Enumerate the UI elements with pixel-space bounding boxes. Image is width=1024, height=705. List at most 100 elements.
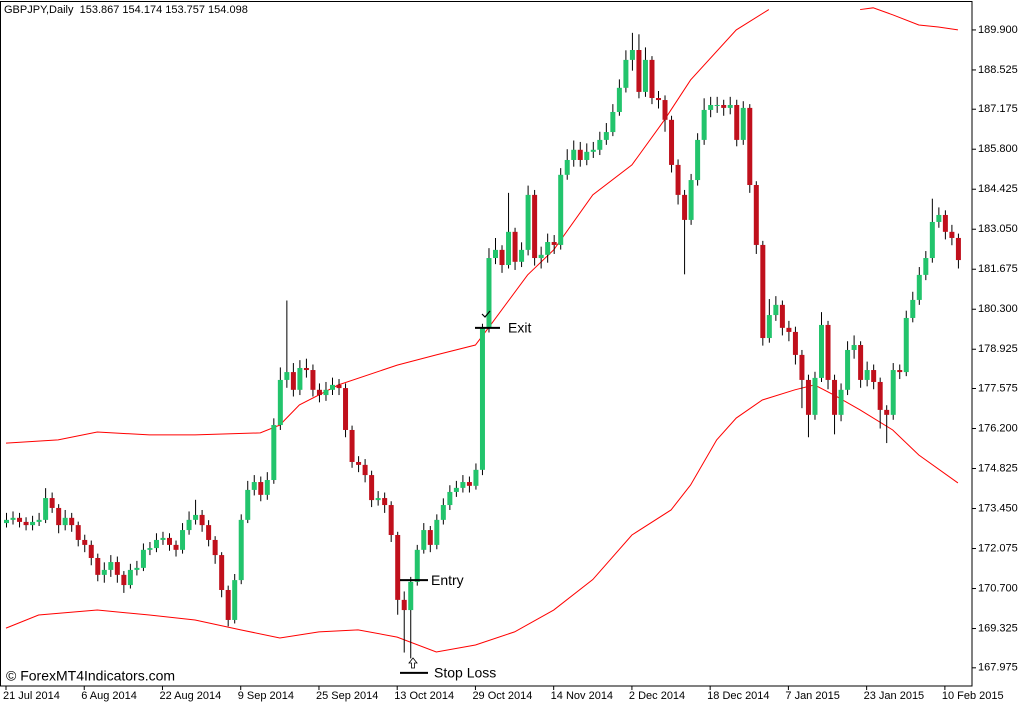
candle-body <box>786 327 792 332</box>
band-line <box>5 7 958 444</box>
x-tick-label: 7 Jan 2015 <box>785 690 839 702</box>
candle-body <box>629 50 635 60</box>
candle-body <box>871 370 877 382</box>
candle-body <box>479 327 485 470</box>
candle-body <box>636 50 642 92</box>
x-tick-label: 2 Dec 2014 <box>629 690 685 702</box>
candle-body <box>623 59 629 88</box>
candle-body <box>773 304 779 316</box>
candle-body <box>838 389 844 415</box>
candle-body <box>349 429 355 462</box>
candle-body <box>936 214 942 222</box>
candle-body <box>545 242 551 255</box>
candle-body <box>36 519 42 522</box>
candle-body <box>4 519 9 524</box>
candle-body <box>890 370 896 415</box>
candle-body <box>245 489 251 520</box>
stop-arrow-icon <box>408 657 418 669</box>
annotation-label: Stop Loss <box>434 665 496 681</box>
y-tick-label: 187.175 <box>978 103 1018 115</box>
candle-body <box>330 384 335 390</box>
candle-body <box>695 139 701 181</box>
candle-body <box>153 539 159 549</box>
candle-body <box>440 505 446 520</box>
candle-body <box>414 549 420 582</box>
y-tick-label: 167.975 <box>978 662 1018 674</box>
candle-body <box>949 231 955 238</box>
candle-body <box>356 461 362 465</box>
candle-body <box>212 539 218 556</box>
candle-body <box>564 159 570 175</box>
candle-body <box>923 258 929 275</box>
candle-body <box>251 482 257 490</box>
annotation-label: Entry <box>431 572 464 588</box>
candle-body <box>466 482 472 486</box>
candle-body <box>303 368 309 371</box>
candle-body <box>519 249 525 262</box>
candle-body <box>421 530 427 550</box>
x-tick-label: 14 Nov 2014 <box>551 690 613 702</box>
candle-body <box>597 139 603 150</box>
candle-body <box>910 299 916 318</box>
candle-body <box>688 180 694 220</box>
candle-body <box>779 304 785 328</box>
watermark: © ForexMT4Indicators.com <box>6 668 175 684</box>
candle-body <box>708 104 714 110</box>
candle-body <box>258 482 264 495</box>
candle-body <box>108 562 114 570</box>
candle-body <box>434 519 440 545</box>
y-tick-label: 178.925 <box>978 343 1018 355</box>
candle-body <box>819 324 824 378</box>
candle-body <box>167 537 172 545</box>
candle-body <box>701 109 707 140</box>
y-tick-label: 180.300 <box>978 303 1018 315</box>
candle-body <box>766 315 772 339</box>
y-tick-label: 188.525 <box>978 64 1018 76</box>
exit-check-icon <box>481 310 491 318</box>
candle-body <box>30 521 36 526</box>
candle-body <box>558 174 564 245</box>
x-tick-label: 25 Sep 2014 <box>316 690 378 702</box>
candle-body <box>942 214 948 232</box>
candle-body <box>95 557 101 575</box>
candle-body <box>264 480 270 495</box>
candle-body <box>10 517 16 520</box>
candle-body <box>897 370 903 373</box>
candle-body <box>473 469 479 486</box>
candle-body <box>362 464 368 476</box>
candle-body <box>369 475 375 501</box>
candle-body <box>199 514 205 526</box>
y-tick-label: 184.425 <box>978 183 1018 195</box>
candle-body <box>805 379 811 415</box>
candle-body <box>656 98 661 101</box>
candle-body <box>616 87 622 112</box>
candle-body <box>675 164 681 195</box>
x-tick-label: 9 Sep 2014 <box>238 690 294 702</box>
candle-body <box>590 149 596 152</box>
candle-body <box>792 331 798 355</box>
x-tick-label: 23 Jan 2015 <box>864 690 925 702</box>
candle-body <box>845 349 851 390</box>
candle-body <box>62 517 68 526</box>
candle-body <box>101 569 107 575</box>
candle-body <box>23 521 29 526</box>
y-tick-label: 181.675 <box>978 263 1018 275</box>
candle-body <box>453 487 459 492</box>
candle-body <box>512 231 518 262</box>
candle-body <box>753 185 759 245</box>
candle-body <box>721 104 727 108</box>
candle-body <box>551 242 557 245</box>
candle-body <box>310 370 316 390</box>
candle-body <box>284 372 290 380</box>
band-line <box>5 384 959 653</box>
candle-body <box>538 254 544 259</box>
y-tick-label: 174.825 <box>978 462 1018 474</box>
plot-frame <box>0 1 973 687</box>
candle-body <box>375 498 381 501</box>
candle-body <box>134 567 140 570</box>
candle-body <box>17 517 23 522</box>
y-tick-label: 189.900 <box>978 24 1018 36</box>
candle-body <box>864 370 870 380</box>
candle-body <box>82 539 88 545</box>
